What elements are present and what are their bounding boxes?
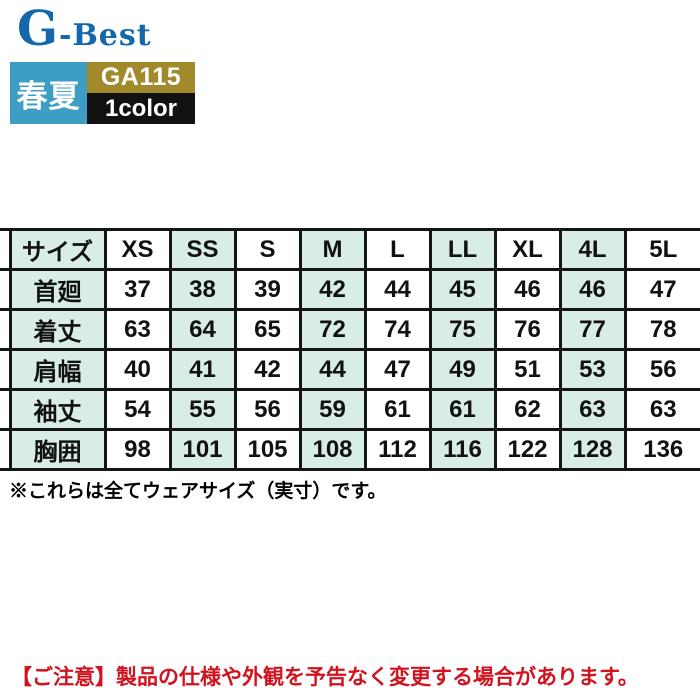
product-code-badge: GA115	[87, 62, 195, 93]
size-table: サイズ XS SS S M L LL XL 4L 5L 首廻 37 38 39 42 44 45 46 46 47 着…	[0, 228, 700, 471]
table-row: 胸囲 98 101 105 108 112 116 122 128 136	[0, 428, 700, 471]
brand-logo: G-Best	[17, 1, 152, 57]
size-value-cell: 59	[298, 388, 365, 431]
size-value-cell: 98	[103, 428, 170, 471]
caution-note: 【ご注意】製品の仕様や外観を予告なく変更する場合があります。	[11, 666, 639, 689]
size-value-cell: 56	[623, 348, 700, 391]
table-left-bleed	[0, 428, 10, 471]
size-value-cell: 61	[428, 388, 495, 431]
size-value-cell: 46	[493, 268, 560, 311]
size-value-cell: 112	[363, 428, 430, 471]
size-value-cell: 78	[623, 308, 700, 351]
size-value-cell: 108	[298, 428, 365, 471]
size-value-cell: 39	[233, 268, 300, 311]
size-value-cell: 122	[493, 428, 560, 471]
size-value-cell: 105	[233, 428, 300, 471]
color-count-badge: 1color	[87, 93, 195, 124]
row-label: 袖丈	[8, 388, 105, 431]
size-value-cell: 116	[428, 428, 495, 471]
table-left-bleed	[0, 268, 10, 311]
size-value-cell: 63	[103, 308, 170, 351]
size-value-cell: 65	[233, 308, 300, 351]
row-label: 首廻	[8, 268, 105, 311]
size-value-cell: 76	[493, 308, 560, 351]
size-value-cell: 40	[103, 348, 170, 391]
size-column-header: XS	[103, 228, 170, 271]
size-value-cell: 44	[298, 348, 365, 391]
size-value-cell: 53	[558, 348, 625, 391]
size-column-header: L	[363, 228, 430, 271]
size-value-cell: 63	[558, 388, 625, 431]
size-value-cell: 54	[103, 388, 170, 431]
size-value-cell: 101	[168, 428, 235, 471]
size-value-cell: 46	[558, 268, 625, 311]
size-value-cell: 56	[233, 388, 300, 431]
size-value-cell: 49	[428, 348, 495, 391]
size-value-cell: 62	[493, 388, 560, 431]
size-value-cell: 128	[558, 428, 625, 471]
size-value-cell: 64	[168, 308, 235, 351]
season-badge: 春夏	[10, 62, 87, 124]
size-value-cell: 44	[363, 268, 430, 311]
size-value-cell: 75	[428, 308, 495, 351]
table-row: 袖丈 54 55 56 59 61 61 62 63 63	[0, 388, 700, 431]
size-column-header: SS	[168, 228, 235, 271]
row-label: 着丈	[8, 308, 105, 351]
row-label: 肩幅	[8, 348, 105, 391]
size-value-cell: 42	[233, 348, 300, 391]
size-value-cell: 55	[168, 388, 235, 431]
size-note: ※これらは全てウェアサイズ（実寸）です。	[9, 481, 387, 502]
size-column-header: XL	[493, 228, 560, 271]
size-value-cell: 72	[298, 308, 365, 351]
size-value-cell: 63	[623, 388, 700, 431]
size-value-cell: 41	[168, 348, 235, 391]
table-row: 着丈 63 64 65 72 74 75 76 77 78	[0, 308, 700, 351]
size-value-cell: 38	[168, 268, 235, 311]
size-value-cell: 77	[558, 308, 625, 351]
size-value-cell: 37	[103, 268, 170, 311]
size-value-cell: 47	[623, 268, 700, 311]
size-table-header-row: サイズ XS SS S M L LL XL 4L 5L	[0, 228, 700, 271]
size-value-cell: 61	[363, 388, 430, 431]
table-left-bleed	[0, 308, 10, 351]
size-value-cell: 45	[428, 268, 495, 311]
size-column-header: LL	[428, 228, 495, 271]
size-column-header: S	[233, 228, 300, 271]
size-value-cell: 51	[493, 348, 560, 391]
size-table-corner-header: サイズ	[8, 228, 105, 271]
size-value-cell: 74	[363, 308, 430, 351]
table-row: 首廻 37 38 39 42 44 45 46 46 47	[0, 268, 700, 311]
size-column-header: 4L	[558, 228, 625, 271]
row-label: 胸囲	[8, 428, 105, 471]
size-column-header: 5L	[623, 228, 700, 271]
table-left-bleed	[0, 348, 10, 391]
size-value-cell: 42	[298, 268, 365, 311]
table-left-bleed	[0, 228, 10, 271]
size-value-cell: 47	[363, 348, 430, 391]
table-row: 肩幅 40 41 42 44 47 49 51 53 56	[0, 348, 700, 391]
table-left-bleed	[0, 388, 10, 431]
size-value-cell: 136	[623, 428, 700, 471]
size-column-header: M	[298, 228, 365, 271]
